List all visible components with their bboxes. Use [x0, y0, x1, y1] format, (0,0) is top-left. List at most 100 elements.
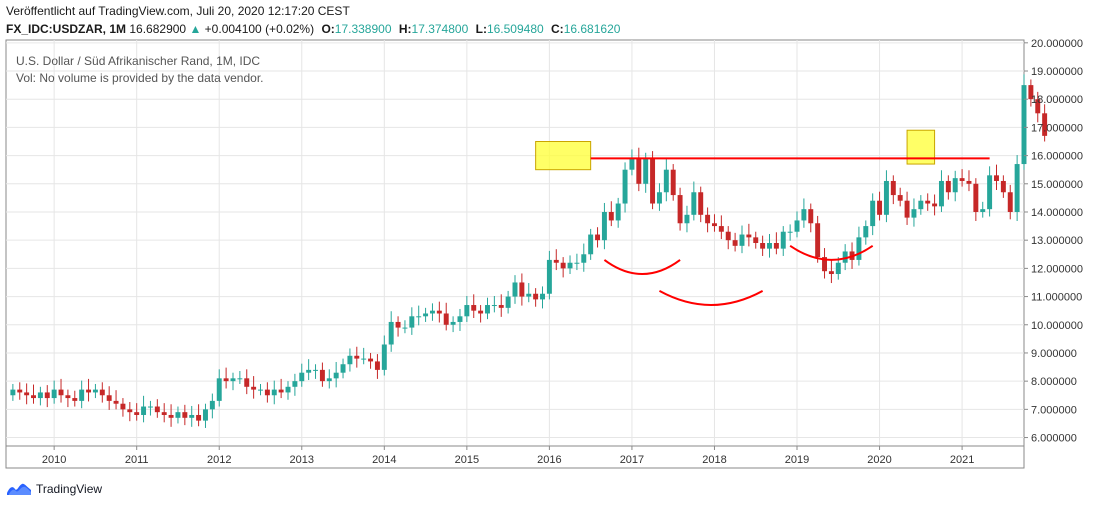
candle-body: [574, 262, 580, 264]
candle-body: [636, 158, 642, 184]
candle-body: [705, 214, 711, 224]
candle-body: [540, 293, 545, 300]
candle-body: [127, 409, 133, 413]
candle-body: [216, 378, 222, 401]
candle-body: [395, 321, 401, 328]
candle-body: [251, 386, 257, 390]
y-tick-label: 15.000000: [1031, 179, 1083, 191]
symbol-label: FX_IDC:USDZAR, 1M: [6, 22, 127, 36]
candles: [10, 74, 1048, 428]
candle-body: [656, 192, 662, 204]
candle-body: [182, 412, 188, 418]
candle-body: [258, 389, 263, 391]
candle-body: [237, 378, 243, 380]
candle-body: [904, 200, 910, 218]
x-tick-label: 2020: [867, 454, 891, 466]
candle-body: [416, 316, 422, 318]
candle-body: [932, 203, 938, 207]
candle-body: [381, 344, 387, 370]
candle-body: [423, 313, 429, 317]
candle-body: [37, 392, 43, 399]
chart-pane-border: [5, 39, 1025, 469]
candle-body: [925, 200, 931, 204]
candle-body: [1014, 164, 1020, 212]
candle-body: [196, 414, 202, 421]
x-tick-label: 2016: [537, 454, 561, 466]
candle-body: [402, 327, 408, 329]
footer-brand[interactable]: TradingView: [6, 482, 102, 496]
candle-body: [973, 183, 979, 212]
candle-body: [980, 209, 986, 212]
candle-body: [264, 389, 270, 396]
candle-body: [491, 305, 497, 307]
x-tick-label: 2011: [125, 454, 149, 466]
y-axis[interactable]: 6.000000 7.000000 8.000000 9.000000 10.00000…: [1024, 38, 1083, 445]
candle-body: [856, 237, 862, 260]
candle-body: [794, 220, 800, 232]
candle-body: [230, 378, 236, 382]
candle-body: [588, 234, 594, 255]
candle-body: [17, 389, 23, 393]
x-tick-label: 2012: [207, 454, 231, 466]
candle-body: [883, 180, 889, 215]
candle-body: [718, 226, 724, 232]
candle-body: [835, 262, 841, 275]
pattern-curve: [789, 244, 874, 261]
pattern-curve: [658, 290, 764, 306]
candle-body: [79, 389, 85, 401]
candle-body: [333, 372, 339, 379]
candle-body: [863, 226, 869, 238]
highlight-box: [535, 141, 592, 171]
candle-body: [780, 231, 786, 249]
candle-body: [966, 180, 972, 184]
x-tick-label: 2018: [702, 454, 726, 466]
y-tick-label: 8.000000: [1031, 376, 1077, 388]
close-value: 16.681620: [563, 22, 621, 36]
candle-body: [643, 158, 649, 184]
candle-body: [670, 169, 676, 196]
candle-body: [31, 395, 36, 399]
candle-body: [436, 310, 442, 314]
candle-body: [938, 180, 944, 207]
candle-body: [450, 321, 456, 325]
candle-body: [471, 305, 477, 311]
candle-body: [299, 372, 305, 382]
candle-body: [822, 257, 828, 272]
candle-body: [897, 195, 903, 201]
price-chart[interactable]: 2010 2011 2012 2013 2014 2015 2016 2017 2018 2019…: [0, 0, 1100, 480]
candle-body: [326, 378, 332, 382]
published-info: Veröffentlicht auf TradingView.com, Juli…: [6, 4, 350, 18]
candle-body: [877, 200, 883, 215]
x-tick-label: 2014: [372, 454, 396, 466]
candle-body: [443, 313, 449, 325]
candle-body: [815, 223, 821, 258]
x-tick-label: 2015: [455, 454, 479, 466]
y-tick-label: 14.000000: [1031, 207, 1083, 219]
candle-body: [533, 293, 539, 300]
grid: [6, 40, 1024, 446]
y-tick-label: 6.000000: [1031, 433, 1077, 445]
candle-body: [1035, 99, 1041, 114]
candle-body: [168, 414, 174, 418]
candle-body: [113, 400, 119, 404]
x-tick-label: 2021: [950, 454, 974, 466]
candle-body: [51, 389, 57, 399]
candle-body: [650, 158, 656, 204]
ohlc-bar: FX_IDC:USDZAR, 1M 16.682900 ▲ +0.004100 …: [6, 22, 620, 36]
x-tick-label: 2010: [42, 454, 66, 466]
y-tick-label: 7.000000: [1031, 404, 1077, 416]
candle-body: [306, 369, 312, 373]
candle-body: [278, 389, 284, 393]
x-axis: 2010 2011 2012 2013 2014 2015 2016 2017 2018 2019…: [42, 446, 974, 466]
candle-body: [292, 381, 298, 387]
candle-body: [120, 403, 126, 410]
candle-body: [457, 316, 463, 322]
tradingview-logo-icon: [7, 483, 31, 495]
candle-body: [464, 305, 470, 317]
y-tick-label: 12.000000: [1031, 263, 1083, 275]
candle-body: [271, 389, 277, 396]
candle-body: [595, 234, 601, 241]
candle-body: [911, 209, 917, 218]
candle-body: [285, 386, 291, 393]
candle-body: [760, 243, 766, 249]
